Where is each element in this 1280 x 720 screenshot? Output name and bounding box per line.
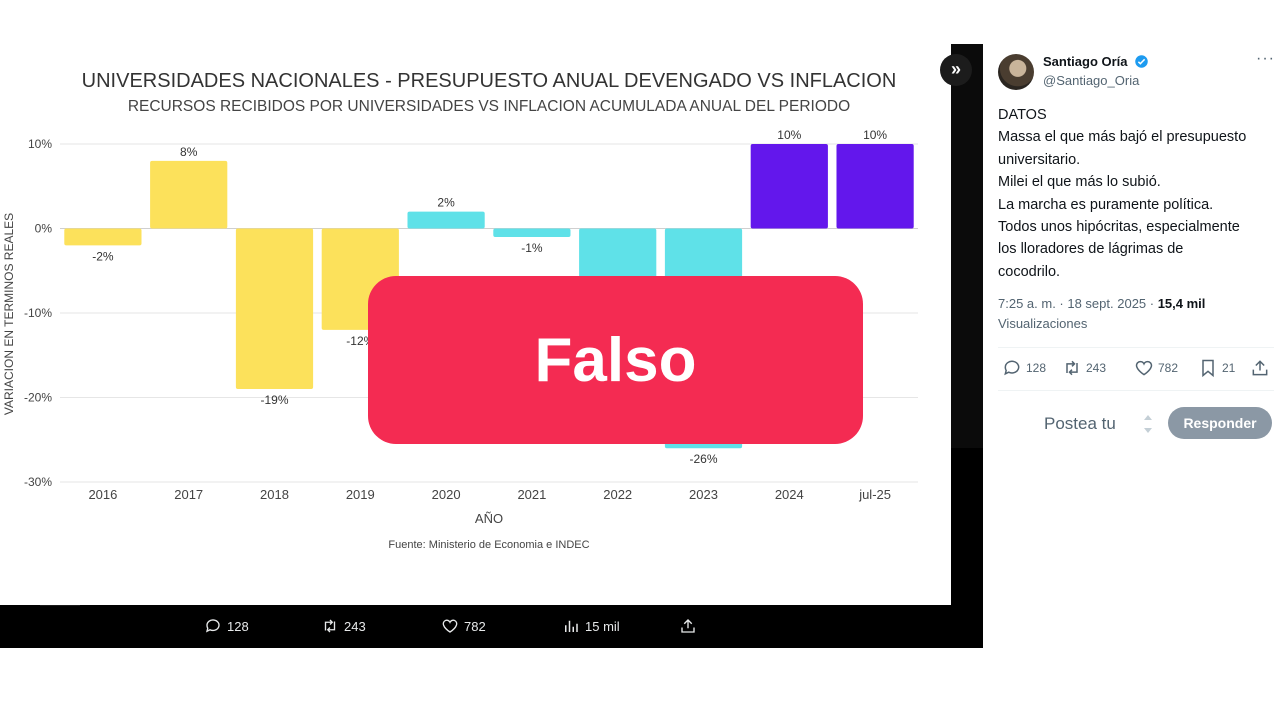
media-views-count: 15 mil bbox=[585, 618, 620, 634]
media-reply-button[interactable]: 128 bbox=[204, 617, 249, 635]
chart-source: Fuente: Ministerio de Economia e INDEC bbox=[388, 539, 589, 551]
y-tick-label: -10% bbox=[24, 306, 52, 320]
tweet-text-line: DATOS bbox=[998, 107, 1047, 123]
views-icon bbox=[565, 620, 578, 632]
bar bbox=[836, 144, 914, 229]
repost-button[interactable]: 243 bbox=[1062, 358, 1106, 378]
verified-badge-icon bbox=[1135, 55, 1148, 68]
fact-check-badge: Falso bbox=[368, 276, 863, 444]
reply-count: 128 bbox=[1026, 361, 1047, 375]
y-axis-label: VARIACION EN TERMINOS REALES bbox=[2, 213, 16, 415]
data-label: -2% bbox=[92, 249, 114, 263]
media-share-button[interactable] bbox=[679, 617, 697, 635]
like-count: 782 bbox=[1158, 361, 1179, 375]
tweet-text-line: La marcha es puramente política. bbox=[998, 196, 1214, 213]
media-repost-button[interactable]: 243 bbox=[321, 617, 366, 635]
tweet-text-line: cocodrilo. bbox=[998, 263, 1061, 280]
bar bbox=[235, 228, 314, 390]
author-handle[interactable]: @Santiago_Oria bbox=[1043, 73, 1140, 88]
tweet-text-line: Todos unos hipócritas, especialmente bbox=[998, 219, 1240, 236]
media-action-bar: 128 243 782 15 mil bbox=[0, 606, 978, 648]
y-tick-label: 10% bbox=[28, 137, 52, 151]
tweet-panel: Santiago Oría @Santiago_Oria ··· DATOS M… bbox=[984, 44, 1280, 474]
divider bbox=[998, 347, 1274, 348]
y-tick-label: 0% bbox=[35, 222, 53, 236]
x-tick-label: 2017 bbox=[174, 487, 203, 502]
x-tick-label: 2020 bbox=[432, 487, 461, 502]
x-tick-label: 2023 bbox=[689, 487, 718, 502]
data-label: -1% bbox=[521, 241, 543, 255]
bar bbox=[407, 211, 485, 229]
reply-submit-button[interactable]: Responder bbox=[1168, 407, 1272, 439]
tweet-meta: 7:25 a. m. · 18 sept. 2025 · 15,4 mil Vi… bbox=[998, 294, 1278, 334]
tweet-views-count: 15,4 mil bbox=[1157, 296, 1206, 311]
media-like-count: 782 bbox=[464, 618, 486, 634]
chart-title: UNIVERSIDADES NACIONALES - PRESUPUESTO A… bbox=[82, 70, 897, 92]
bar bbox=[493, 228, 571, 237]
like-button[interactable]: 782 bbox=[1134, 358, 1178, 378]
reply-button[interactable]: 128 bbox=[1002, 358, 1046, 378]
repost-count: 243 bbox=[1086, 361, 1107, 375]
reply-icon bbox=[1004, 360, 1020, 376]
tweet-views-label: Visualizaciones bbox=[998, 316, 1088, 331]
data-label: 2% bbox=[437, 196, 455, 210]
x-tick-label: 2018 bbox=[260, 487, 289, 502]
data-label: -26% bbox=[689, 452, 717, 466]
background-panel bbox=[950, 44, 983, 448]
bar bbox=[64, 228, 142, 246]
avatar[interactable] bbox=[998, 54, 1034, 90]
x-tick-label: 2022 bbox=[603, 487, 632, 502]
x-tick-label: 2019 bbox=[346, 487, 375, 502]
tweet-actions: 128 243 782 21 bbox=[998, 358, 1274, 382]
divider bbox=[998, 390, 1274, 391]
tweet-text-line: Massa el que más bajó el presupuesto bbox=[998, 129, 1247, 146]
data-label: -12% bbox=[346, 334, 374, 348]
bookmark-icon bbox=[1202, 359, 1214, 378]
x-tick-label: 2016 bbox=[88, 487, 117, 502]
share-button[interactable] bbox=[1250, 358, 1270, 378]
tweet-text-line: Milei el que más lo subió. bbox=[998, 174, 1161, 191]
x-axis-label: AÑO bbox=[475, 511, 503, 526]
tweet-text: DATOS Massa el que más bajó el presupues… bbox=[998, 104, 1278, 283]
bookmark-button[interactable]: 21 bbox=[1198, 358, 1235, 378]
repost-icon bbox=[324, 619, 336, 633]
bookmark-count: 21 bbox=[1222, 361, 1236, 375]
bar bbox=[750, 144, 828, 229]
reply-icon bbox=[205, 619, 220, 633]
data-label: 8% bbox=[180, 145, 198, 159]
heart-icon bbox=[1135, 360, 1153, 376]
bar bbox=[150, 160, 228, 229]
media-like-button[interactable]: 782 bbox=[441, 617, 486, 635]
heart-icon bbox=[442, 619, 458, 633]
x-tick-label: jul-25 bbox=[858, 487, 891, 502]
share-icon bbox=[1252, 360, 1268, 376]
media-repost-count: 243 bbox=[344, 618, 366, 634]
scroll-arrows-icon bbox=[1144, 415, 1152, 433]
y-tick-label: -20% bbox=[24, 391, 52, 405]
author-name[interactable]: Santiago Oría bbox=[1043, 54, 1128, 69]
x-tick-label: 2024 bbox=[775, 487, 804, 502]
media-reply-count: 128 bbox=[227, 618, 249, 634]
y-tick-label: -30% bbox=[24, 475, 52, 489]
data-label: -19% bbox=[260, 393, 288, 407]
x-tick-label: 2021 bbox=[517, 487, 546, 502]
tweet-text-line: los lloradores de lágrimas de bbox=[998, 241, 1184, 258]
share-icon bbox=[681, 619, 695, 633]
chart-subtitle: RECURSOS RECIBIDOS POR UNIVERSIDADES VS … bbox=[128, 98, 850, 115]
verdict-label: Falso bbox=[534, 325, 697, 395]
repost-icon bbox=[1066, 360, 1078, 376]
tweet-text-line: universitario. bbox=[998, 151, 1081, 168]
more-options-icon[interactable]: ··· bbox=[1256, 50, 1275, 67]
tweet-timestamp[interactable]: 7:25 a. m. · 18 sept. 2025 · bbox=[998, 296, 1158, 311]
collapse-panel-button[interactable]: » bbox=[940, 54, 972, 86]
reply-input[interactable]: Postea tu bbox=[1044, 414, 1116, 433]
media-views-button[interactable]: 15 mil bbox=[562, 617, 620, 635]
data-label: 10% bbox=[863, 128, 887, 142]
data-label: 10% bbox=[777, 128, 801, 142]
